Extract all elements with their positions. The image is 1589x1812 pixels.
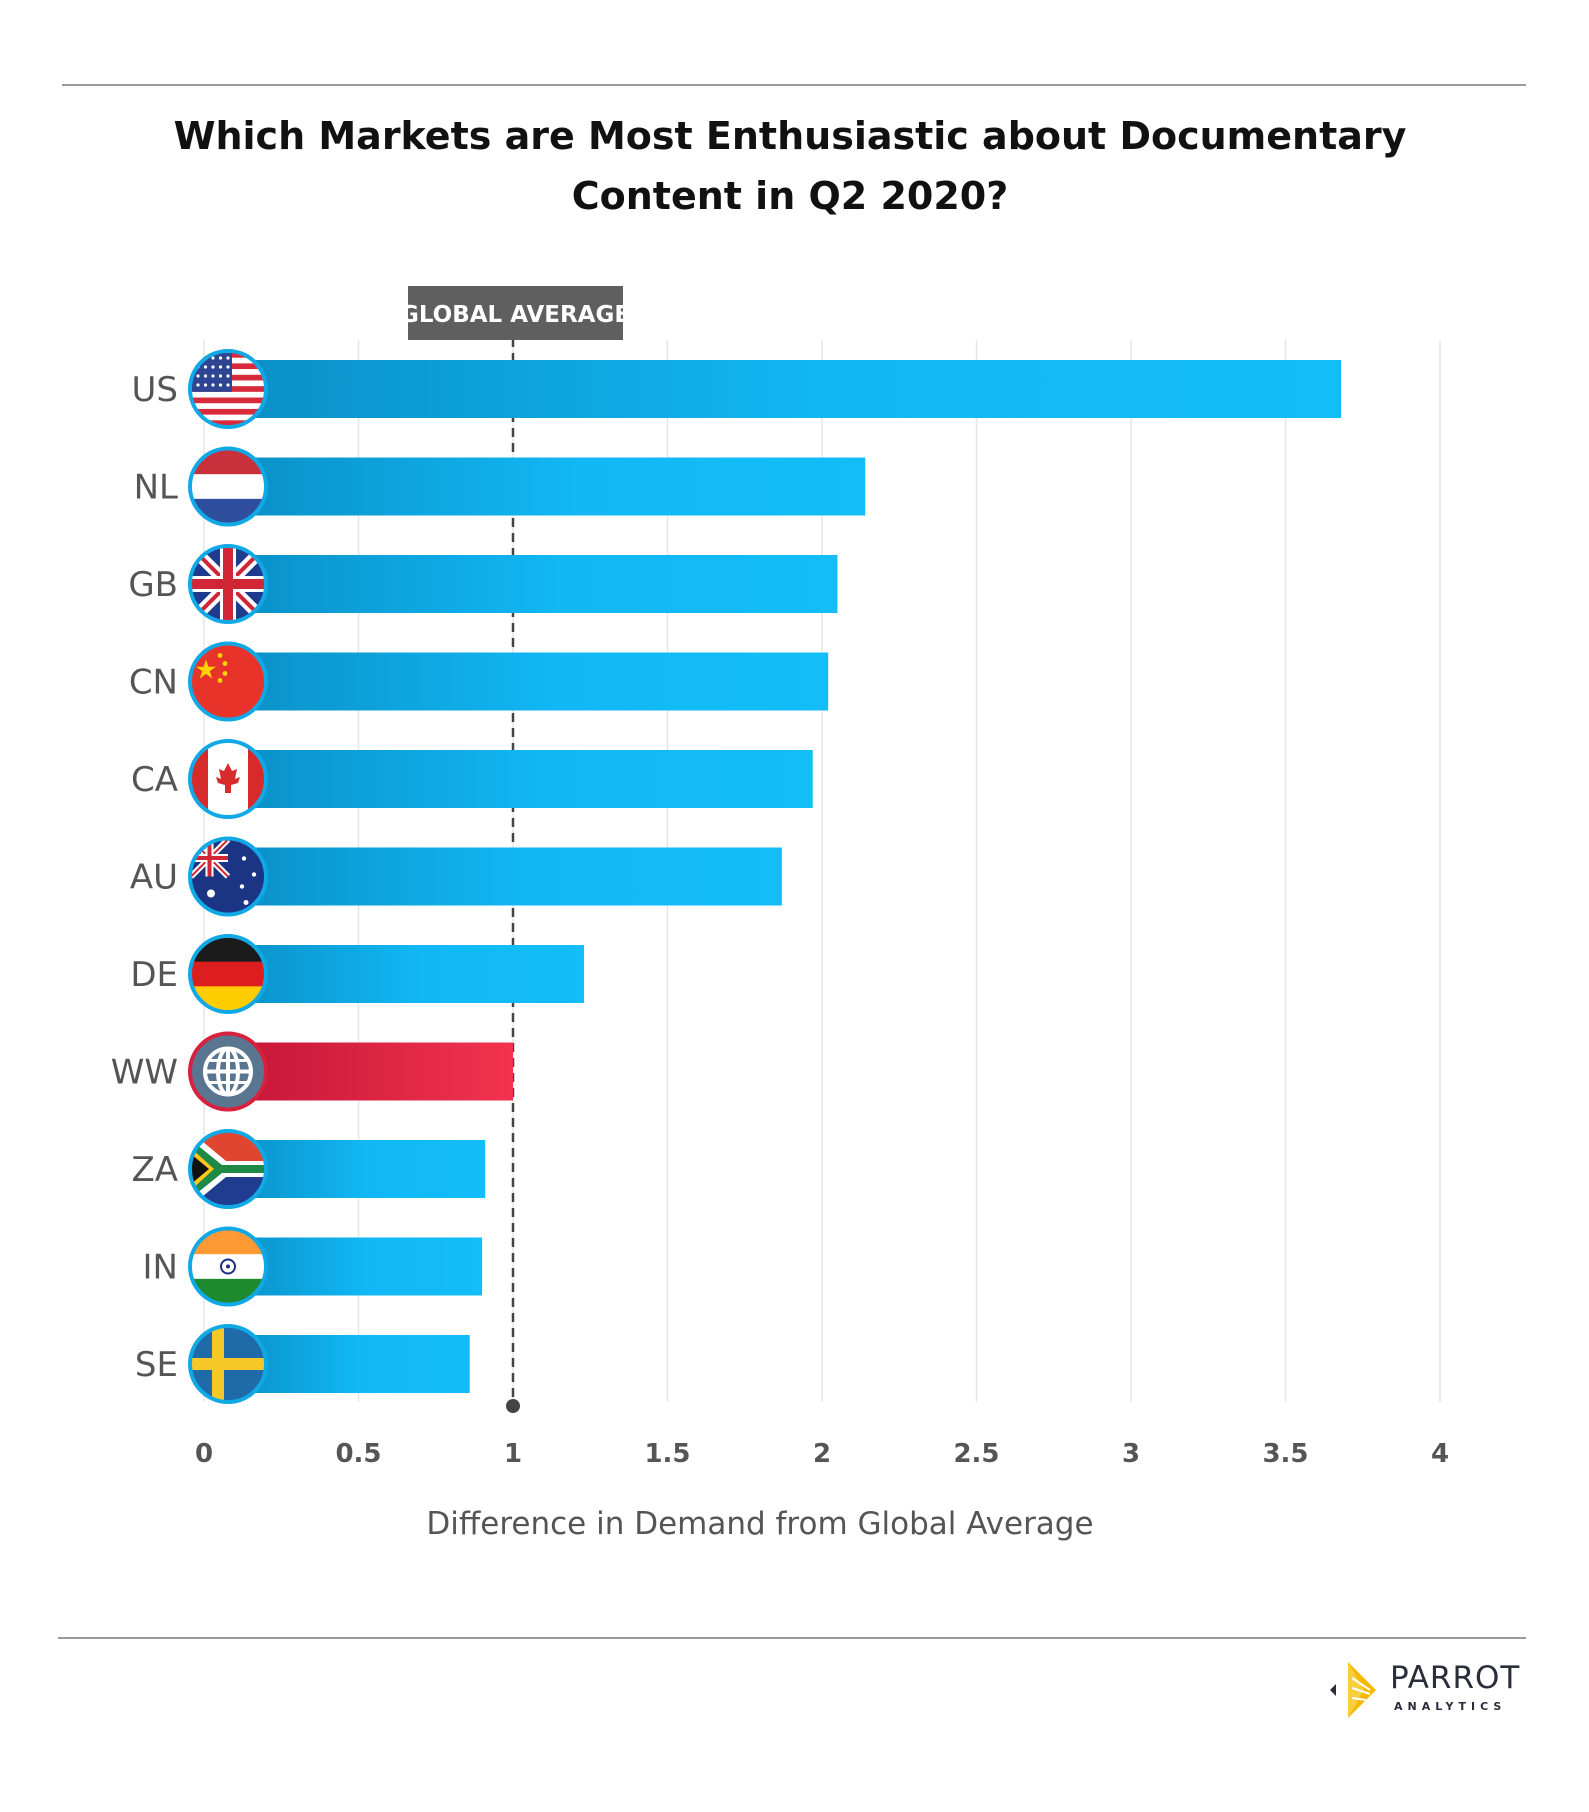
x-tick-label: 3.5 bbox=[1262, 1439, 1308, 1469]
de-flag-icon bbox=[188, 934, 268, 1014]
in-flag-icon bbox=[188, 1226, 268, 1307]
globe-icon bbox=[188, 1031, 268, 1112]
gb-flag-icon bbox=[188, 544, 268, 624]
parrot-analytics-logo: PARROT ANALYTICS bbox=[1326, 1658, 1526, 1724]
global-average-label: GLOBAL AVERAGE bbox=[400, 302, 630, 328]
bar-ww bbox=[228, 1042, 513, 1101]
nl-flag-icon bbox=[188, 446, 268, 527]
x-tick-label: 0 bbox=[195, 1439, 213, 1469]
category-label: WW bbox=[111, 1053, 178, 1093]
category-label: AU bbox=[130, 858, 178, 898]
cn-flag-icon bbox=[188, 641, 268, 722]
bar-cn bbox=[228, 652, 829, 711]
category-label: US bbox=[132, 370, 178, 410]
bar-us bbox=[228, 360, 1342, 418]
category-label: IN bbox=[143, 1248, 178, 1288]
bar-in bbox=[228, 1237, 483, 1296]
logo-subtitle: ANALYTICS bbox=[1394, 1700, 1507, 1713]
x-tick-label: 3 bbox=[1122, 1439, 1140, 1469]
chart-title: Which Markets are Most Enthusiastic abou… bbox=[120, 106, 1460, 226]
parrot-logo-icon bbox=[1330, 1662, 1376, 1718]
x-tick-label: 2 bbox=[813, 1439, 831, 1469]
bar-nl bbox=[228, 457, 866, 516]
category-label: DE bbox=[130, 955, 178, 995]
global-average-marker bbox=[506, 1399, 520, 1413]
bar-se bbox=[228, 1335, 470, 1393]
x-tick-label: 0.5 bbox=[335, 1439, 381, 1469]
category-label: SE bbox=[135, 1345, 178, 1385]
bar-za bbox=[228, 1140, 486, 1198]
x-tick-label: 2.5 bbox=[953, 1439, 999, 1469]
au-flag-icon bbox=[188, 836, 268, 917]
us-flag-icon bbox=[188, 349, 268, 429]
bar-gb bbox=[228, 555, 838, 613]
x-tick-label: 1.5 bbox=[644, 1439, 690, 1469]
x-axis-label: Difference in Demand from Global Average bbox=[426, 1506, 1094, 1542]
za-flag-icon bbox=[188, 1129, 268, 1209]
bar-au bbox=[228, 847, 782, 906]
se-flag-icon bbox=[188, 1324, 268, 1404]
bar-ca bbox=[228, 750, 813, 808]
flag-layer bbox=[188, 349, 268, 1404]
category-label-layer: US NL GB CN CA AU DE WW ZA IN SE bbox=[111, 370, 178, 1385]
title-line-1: Which Markets are Most Enthusiastic abou… bbox=[173, 114, 1407, 158]
logo-brand-name: PARROT bbox=[1390, 1660, 1521, 1696]
x-tick-layer: 0 0.5 1 1.5 2 2.5 3 3.5 4 bbox=[195, 1439, 1449, 1469]
category-label: ZA bbox=[131, 1150, 178, 1190]
x-tick-label: 1 bbox=[504, 1439, 522, 1469]
category-label: CN bbox=[129, 663, 178, 703]
category-label: GB bbox=[128, 565, 178, 605]
bottom-divider bbox=[58, 1637, 1526, 1639]
category-label: CA bbox=[131, 760, 178, 800]
bar-layer bbox=[228, 360, 1342, 1393]
category-label: NL bbox=[134, 468, 178, 508]
title-line-2: Content in Q2 2020? bbox=[571, 174, 1009, 218]
x-tick-label: 4 bbox=[1431, 1439, 1449, 1469]
ca-flag-icon bbox=[188, 739, 268, 819]
global-average-badge bbox=[408, 286, 623, 340]
bar-de bbox=[228, 945, 585, 1003]
top-divider bbox=[62, 84, 1526, 86]
